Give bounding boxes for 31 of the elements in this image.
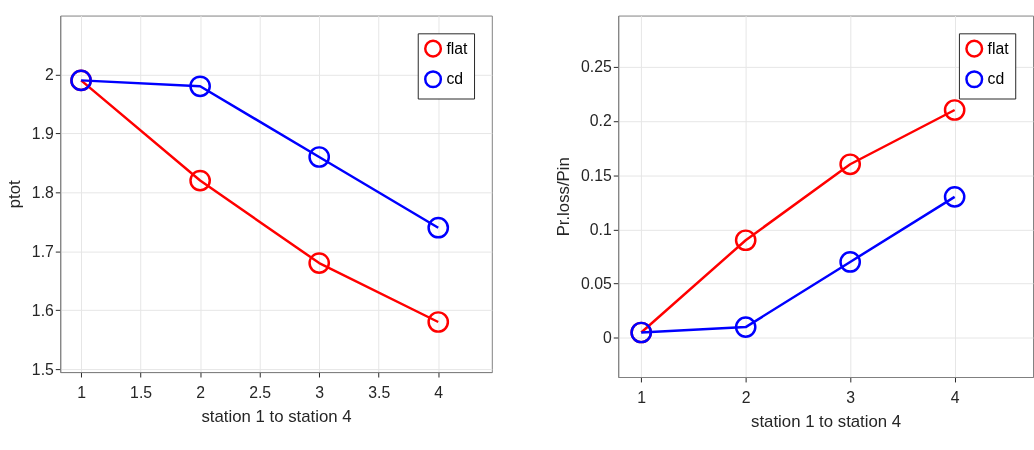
y-tick-label: 0.25 bbox=[581, 58, 613, 76]
legend-label: cd bbox=[987, 70, 1005, 88]
x-axis-title: station 1 to station 4 bbox=[751, 411, 902, 431]
x-tick-label: 3 bbox=[315, 384, 325, 402]
y-tick-label: 1.5 bbox=[31, 360, 55, 378]
y-tick-label: 1.7 bbox=[31, 242, 54, 260]
x-axis-title: station 1 to station 4 bbox=[201, 406, 352, 426]
y-tick-label: 0 bbox=[603, 329, 613, 347]
x-tick-label: 1.5 bbox=[130, 384, 153, 402]
y-axis-title: ptot bbox=[5, 179, 25, 209]
y-tick-label: 1.8 bbox=[31, 183, 55, 201]
x-tick-label: 2 bbox=[741, 389, 751, 407]
legend-label: cd bbox=[446, 70, 464, 88]
x-tick-label: 1 bbox=[77, 384, 87, 402]
y-tick-label: 0.2 bbox=[589, 112, 612, 130]
y-axis-title: Pr.loss/Pin bbox=[554, 157, 574, 237]
y-tick-label: 0.15 bbox=[581, 166, 613, 184]
y-tick-label: 1.6 bbox=[31, 301, 55, 319]
legend-label: flat bbox=[446, 39, 469, 57]
y-tick-label: 0.05 bbox=[581, 275, 613, 293]
y-tick-label: 0.1 bbox=[589, 220, 613, 238]
x-tick-label: 4 bbox=[434, 384, 444, 402]
x-tick-label: 3.5 bbox=[368, 384, 391, 402]
y-tick-label: 2 bbox=[45, 65, 54, 83]
legend-label: flat bbox=[987, 39, 1010, 57]
y-tick-label: 1.9 bbox=[31, 124, 55, 142]
x-tick-label: 2 bbox=[196, 384, 206, 402]
x-tick-label: 1 bbox=[637, 389, 647, 407]
x-tick-label: 2.5 bbox=[249, 384, 272, 402]
x-tick-label: 3 bbox=[846, 389, 856, 407]
x-tick-label: 4 bbox=[950, 389, 960, 407]
